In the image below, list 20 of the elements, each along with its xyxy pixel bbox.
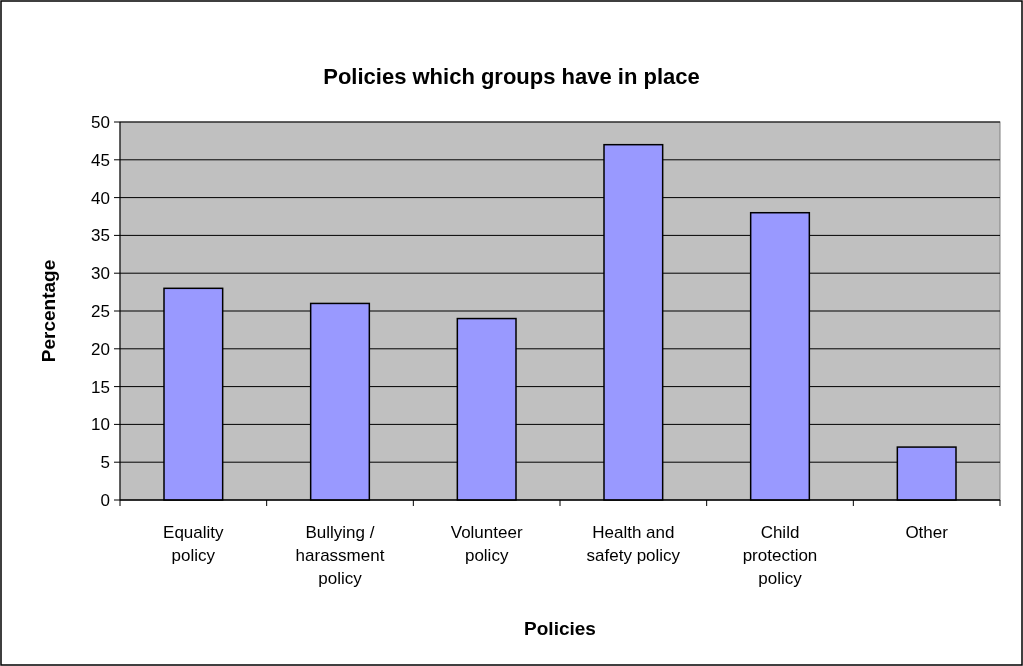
x-tick-label: Equality policy xyxy=(163,523,225,565)
y-tick-label: 0 xyxy=(100,490,110,510)
y-tick-label: 25 xyxy=(91,301,110,321)
y-tick-label: 5 xyxy=(100,453,110,473)
x-tick-label: Bullying / harassment policy xyxy=(295,523,385,588)
y-tick-label: 30 xyxy=(91,264,110,284)
y-tick-label: 35 xyxy=(91,226,110,246)
y-tick-label: 20 xyxy=(91,339,110,359)
x-tick-label: Health and safety policy xyxy=(586,523,681,565)
y-tick-label: 40 xyxy=(91,188,110,208)
y-axis-title: Percentage xyxy=(38,259,59,363)
y-tick-label: 45 xyxy=(91,150,110,170)
y-tick-label: 15 xyxy=(91,377,110,397)
x-tick-label: Other xyxy=(905,523,949,542)
x-axis-title: Policies xyxy=(524,618,596,639)
y-tick-label: 10 xyxy=(91,415,110,435)
x-tick-label: Volunteer policy xyxy=(450,523,523,565)
chart-title: Policies which groups have in place xyxy=(323,64,700,89)
x-tick-label: Child protection policy xyxy=(742,523,818,588)
y-tick-label: 50 xyxy=(91,112,110,132)
